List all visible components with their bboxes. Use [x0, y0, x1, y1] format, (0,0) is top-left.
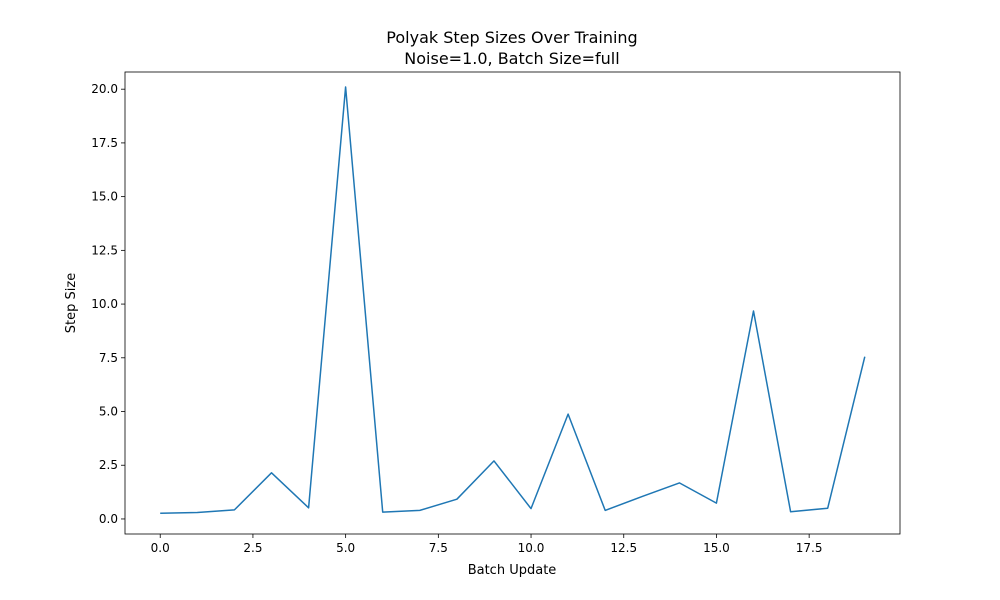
y-tick-label: 17.5	[91, 136, 118, 150]
x-tick-label: 7.5	[429, 541, 448, 555]
series-line	[160, 86, 866, 514]
y-tick-label: 15.0	[91, 190, 118, 204]
y-axis-ticks: 0.0 2.5 5.0 7.5 10.0 12.5 15.0 17.5 20.0	[91, 82, 125, 526]
y-tick-label: 10.0	[91, 297, 118, 311]
x-tick-label: 12.5	[610, 541, 637, 555]
x-axis-label: Batch Update	[468, 563, 557, 578]
x-tick-label: 17.5	[796, 541, 823, 555]
y-tick-label: 7.5	[99, 351, 118, 365]
y-tick-label: 0.0	[99, 512, 118, 526]
x-tick-label: 2.5	[243, 541, 262, 555]
x-tick-label: 0.0	[151, 541, 170, 555]
x-axis-ticks: 0.0 2.5 5.0 7.5 10.0 12.5 15.0 17.5	[151, 534, 823, 555]
y-tick-label: 2.5	[99, 458, 118, 472]
y-axis-label: Step Size	[64, 273, 79, 333]
x-tick-label: 15.0	[703, 541, 730, 555]
chart-title: Polyak Step Sizes Over Training	[386, 28, 637, 47]
y-tick-label: 5.0	[99, 405, 118, 419]
y-tick-label: 12.5	[91, 243, 118, 257]
plot-area-frame	[124, 71, 901, 535]
series-layer	[160, 86, 866, 514]
x-tick-label: 10.0	[518, 541, 545, 555]
y-tick-label: 20.0	[91, 82, 118, 96]
x-tick-label: 5.0	[336, 541, 355, 555]
chart-subtitle: Noise=1.0, Batch Size=full	[404, 49, 619, 68]
